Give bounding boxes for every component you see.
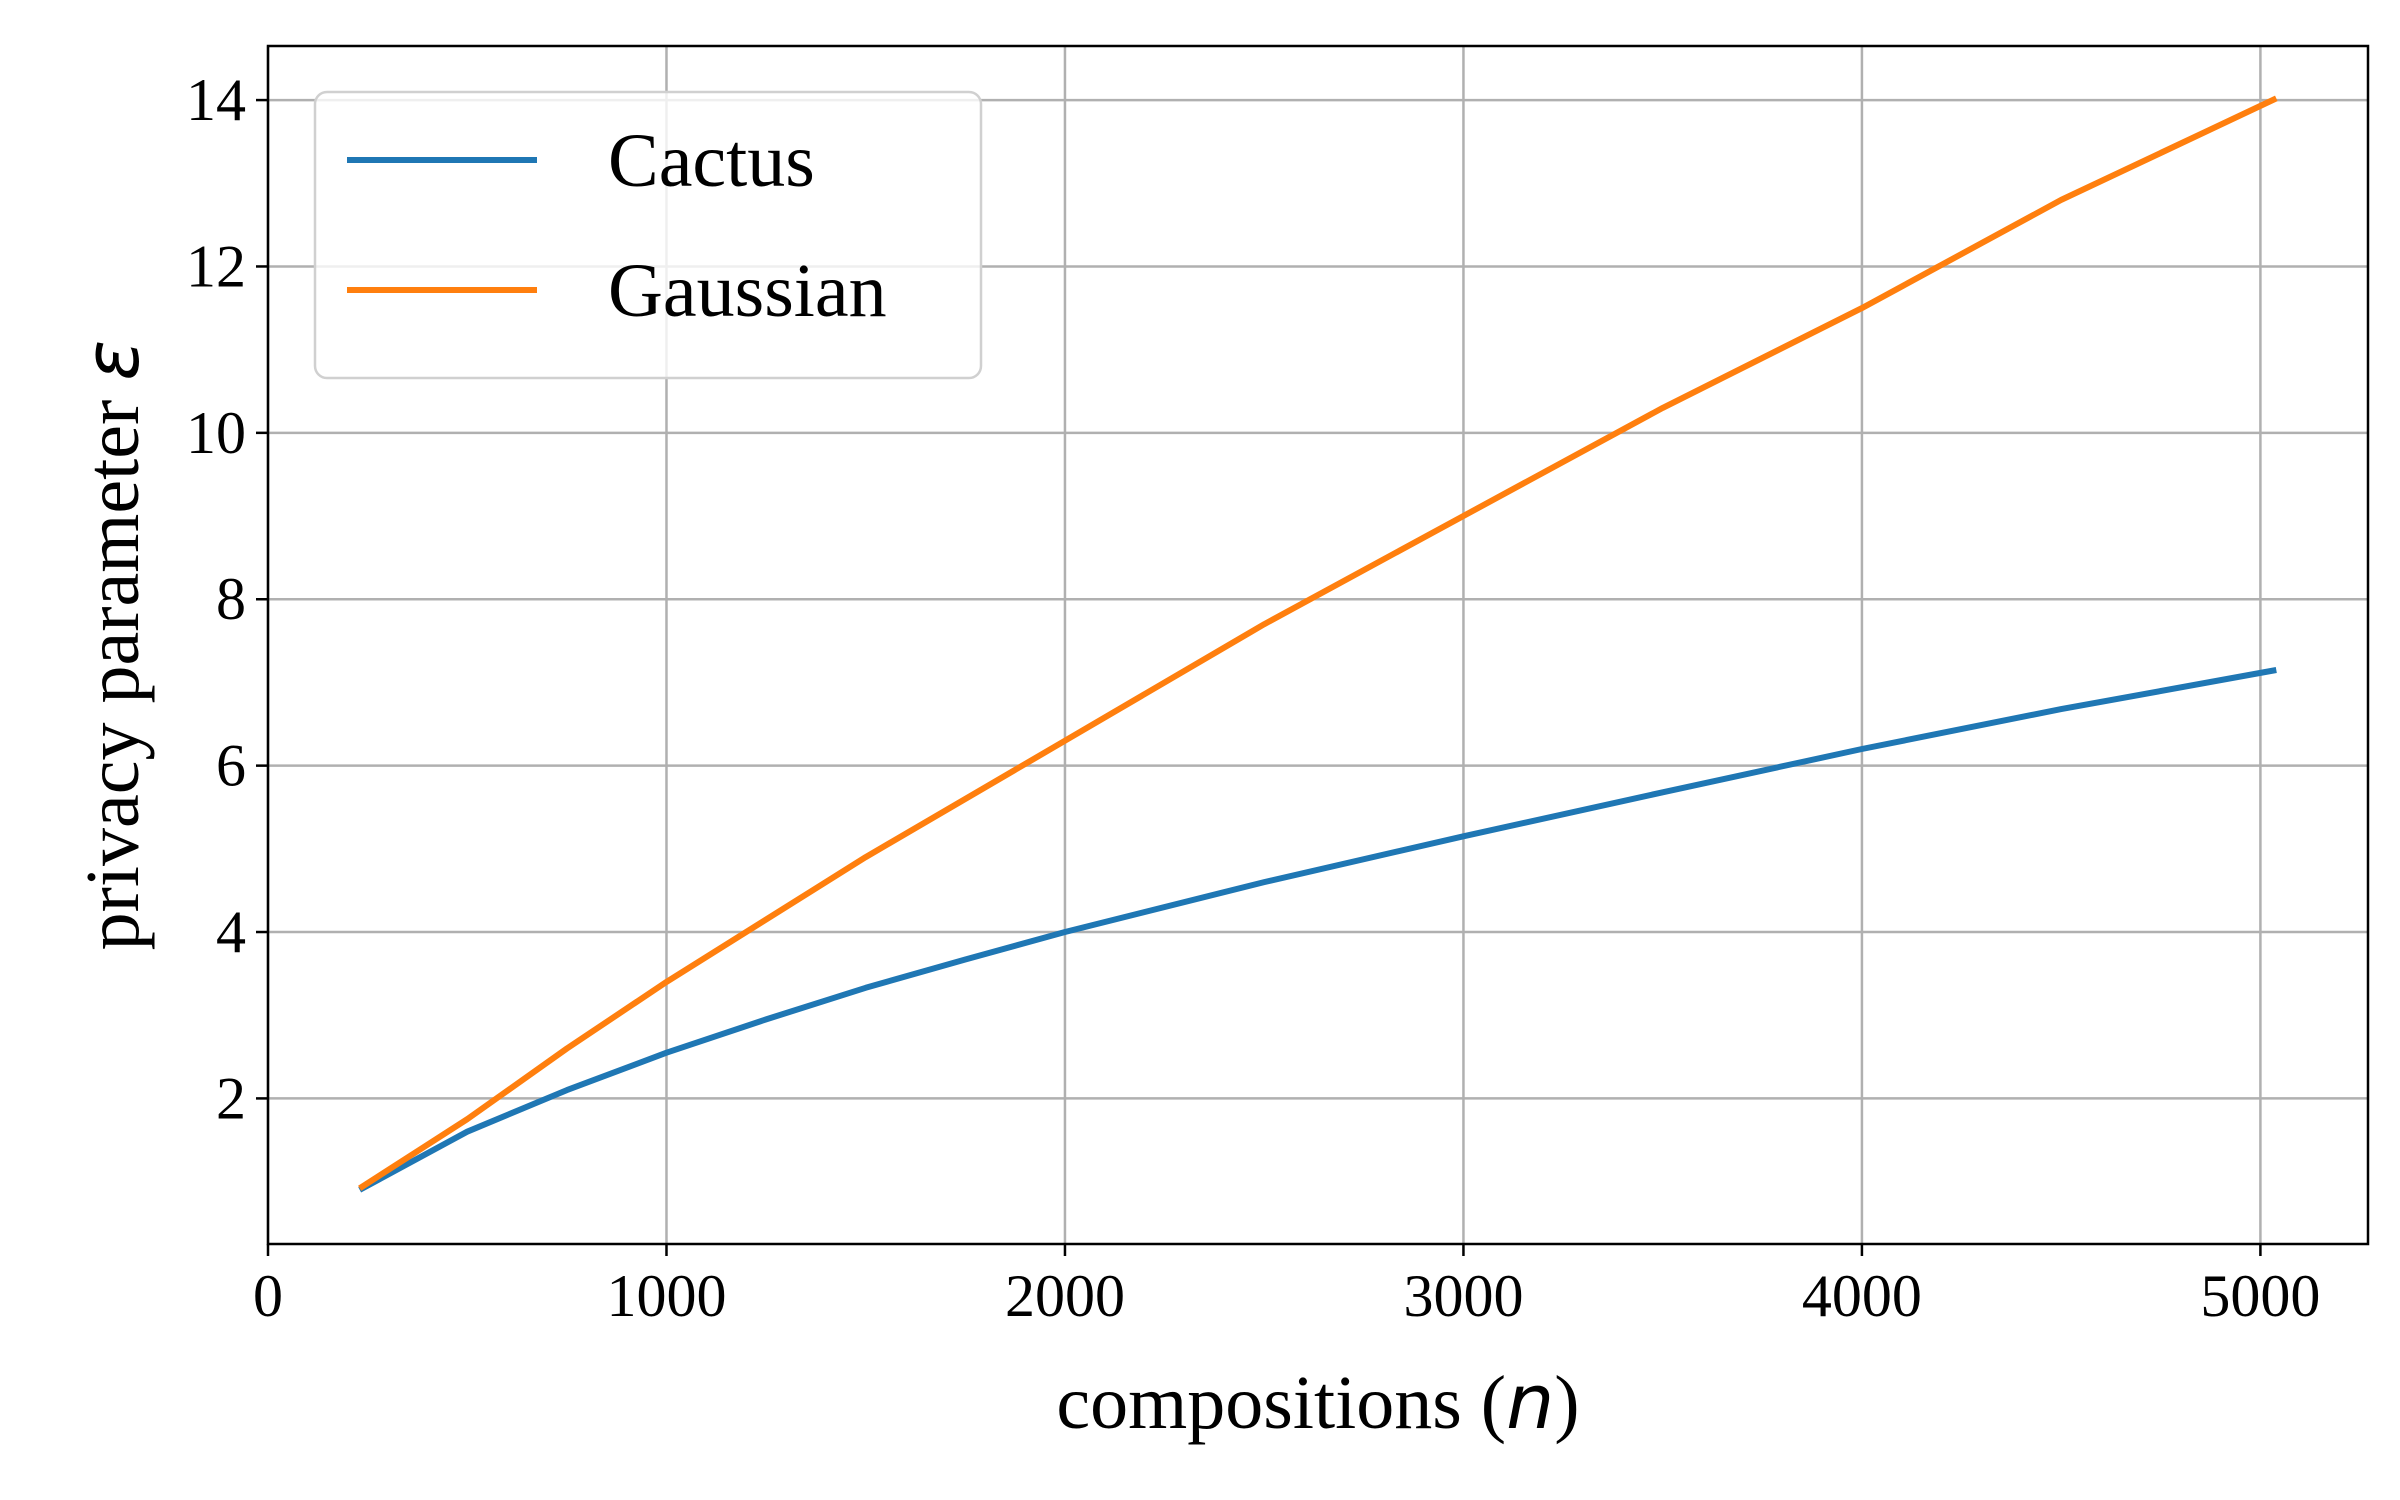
y-axis-title-var: ε [67,340,156,381]
y-tick-label: 8 [216,566,246,632]
y-axis-title-pre: privacy parameter [71,381,155,951]
y-tick-label: 12 [186,233,246,299]
y-tick-label: 10 [186,400,246,466]
legend-box [313,90,983,380]
y-tick-label: 14 [186,67,246,133]
y-tick-label: 6 [216,733,246,799]
series-lines [358,95,2278,1193]
plot-frame [266,44,2370,1246]
legend: Cactus Gaussian [313,90,983,380]
axis-ticks: 0 1000 2000 3000 4000 5000 2 4 6 8 10 12 14 [186,67,2320,1329]
series-line-cactus [358,667,2277,1193]
x-axis-title-var: n [1506,1357,1554,1446]
y-tick-label: 4 [216,899,246,965]
legend-label-gaussian: Gaussian [608,249,887,333]
x-tick-label: 3000 [1403,1263,1523,1329]
y-axis-title: privacy parameter ε [67,340,156,951]
legend-label-cactus: Cactus [608,119,815,203]
x-tick-label: 0 [253,1263,283,1329]
x-axis-title: compositions (n) [1056,1357,1579,1446]
series-line-gaussian [358,95,2278,1191]
x-tick-label: 2000 [1005,1263,1125,1329]
x-tick-label: 4000 [1802,1263,1922,1329]
y-tick-label: 2 [216,1065,246,1131]
x-axis-title-pre: compositions ( [1056,1361,1506,1445]
x-axis-title-post: ) [1554,1361,1579,1445]
x-tick-label: 5000 [2200,1263,2320,1329]
x-tick-label: 1000 [606,1263,726,1329]
